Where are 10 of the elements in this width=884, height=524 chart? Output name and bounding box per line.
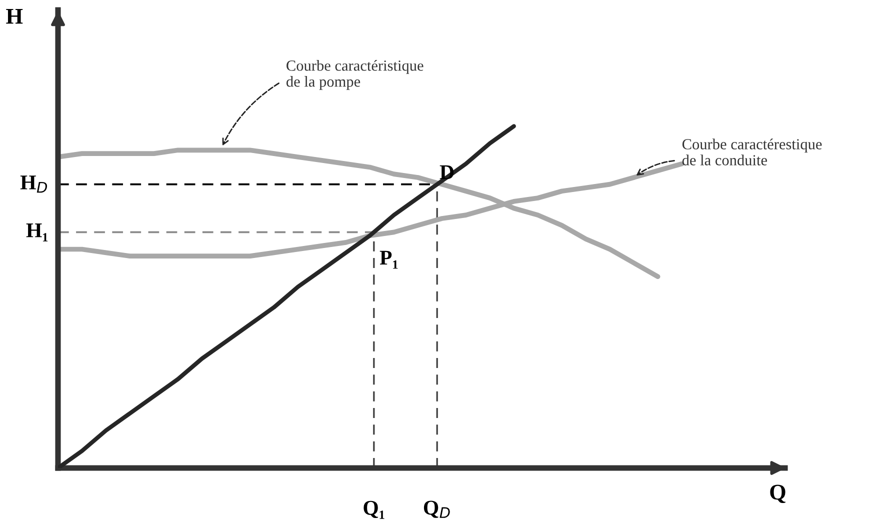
text: Q₁ <box>364 500 384 519</box>
x-axis-title: Q <box>770 484 786 504</box>
ref-line-label: H₁ <box>26 224 48 242</box>
text: Courbe caractéristique de la pompe <box>286 60 424 90</box>
annotation: D <box>440 165 454 180</box>
annotation: Courbe caractérestique de la conduite <box>682 138 822 166</box>
y-axis-title: H <box>6 9 23 24</box>
ref-line-label: H$_{D}$ <box>20 176 48 193</box>
text: Q$_{D}$ <box>424 500 450 518</box>
annotation: P₁ <box>380 250 398 269</box>
